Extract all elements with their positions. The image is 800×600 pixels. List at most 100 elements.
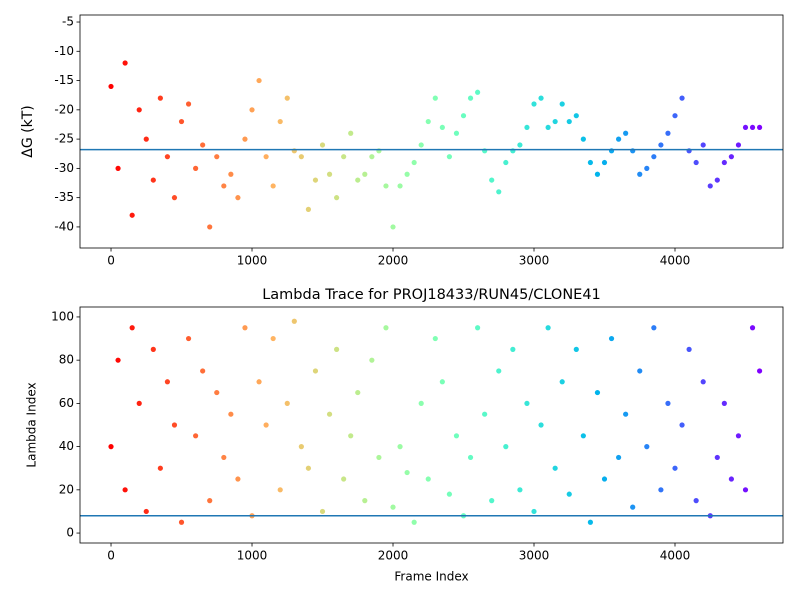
point <box>700 142 706 148</box>
y-tick-label: 0 <box>66 526 74 540</box>
point <box>665 400 671 406</box>
point <box>700 379 706 385</box>
y-tick-label: 80 <box>59 353 74 367</box>
point <box>531 508 537 515</box>
point <box>221 454 227 461</box>
point <box>573 113 579 119</box>
point <box>475 89 481 95</box>
point <box>193 433 199 439</box>
point <box>559 101 565 107</box>
x-tick-label: 1000 <box>237 254 268 268</box>
y-tick-label: -5 <box>62 15 74 29</box>
point <box>362 171 368 177</box>
point <box>390 504 396 510</box>
point <box>369 357 375 363</box>
point <box>143 508 149 515</box>
point <box>580 433 586 439</box>
point <box>171 195 178 201</box>
point <box>136 400 142 406</box>
point <box>742 124 749 131</box>
point <box>651 325 657 331</box>
point <box>115 357 121 363</box>
point <box>496 368 502 374</box>
y-tick-label: 100 <box>51 309 74 323</box>
point <box>531 101 537 107</box>
y-axis-label: ΔG (kT) <box>20 105 36 157</box>
x-tick-label: 0 <box>107 549 115 563</box>
point <box>446 491 453 497</box>
x-axis-label: Frame Index <box>394 570 468 584</box>
point <box>418 400 424 406</box>
point <box>756 368 763 374</box>
point <box>284 400 290 406</box>
point <box>362 498 368 504</box>
point <box>200 142 206 148</box>
point <box>312 177 319 183</box>
y-tick-label: -40 <box>54 219 74 233</box>
point <box>566 491 572 497</box>
point <box>185 101 192 107</box>
point <box>749 124 756 131</box>
point <box>566 118 572 125</box>
point <box>383 325 389 331</box>
point <box>221 183 227 189</box>
point <box>573 346 579 352</box>
point <box>207 498 213 504</box>
point <box>721 400 727 406</box>
point <box>150 346 156 352</box>
point <box>623 411 629 417</box>
point <box>207 224 213 230</box>
point <box>348 130 354 136</box>
point <box>637 368 643 374</box>
point <box>397 183 403 189</box>
point <box>489 498 495 504</box>
point <box>460 113 467 119</box>
point <box>517 142 523 148</box>
point <box>594 389 601 396</box>
point <box>277 487 283 493</box>
point <box>263 154 269 160</box>
point <box>277 118 283 125</box>
point <box>157 95 163 101</box>
point <box>644 165 650 171</box>
point <box>298 154 304 160</box>
point <box>249 107 255 113</box>
point <box>150 177 156 183</box>
point <box>418 142 424 148</box>
point <box>728 154 734 160</box>
point <box>756 124 763 131</box>
point <box>143 136 149 142</box>
point <box>242 136 248 142</box>
point <box>552 465 558 471</box>
point <box>517 487 523 493</box>
point <box>171 422 178 428</box>
axes-frame <box>79 306 784 544</box>
point <box>482 411 488 417</box>
point <box>404 469 410 476</box>
point <box>707 183 713 189</box>
point <box>496 189 502 195</box>
point <box>672 113 678 119</box>
point <box>623 130 629 136</box>
point <box>122 487 128 493</box>
point <box>686 346 692 352</box>
point <box>693 159 699 166</box>
point <box>608 335 615 342</box>
y-tick-label: -10 <box>54 44 74 58</box>
point <box>453 130 460 136</box>
y-tick-label: 20 <box>59 482 74 496</box>
point <box>630 504 636 510</box>
point <box>637 171 643 177</box>
chart-title: Lambda Trace for PROJ18433/RUN45/CLONE41 <box>262 287 601 303</box>
point <box>355 177 361 183</box>
point <box>193 165 199 171</box>
point <box>334 346 340 352</box>
point <box>108 444 114 450</box>
x-tick-label: 3000 <box>519 549 550 563</box>
point <box>446 154 453 160</box>
point <box>228 411 234 417</box>
point <box>601 476 608 482</box>
point <box>291 318 297 324</box>
point <box>319 508 326 515</box>
